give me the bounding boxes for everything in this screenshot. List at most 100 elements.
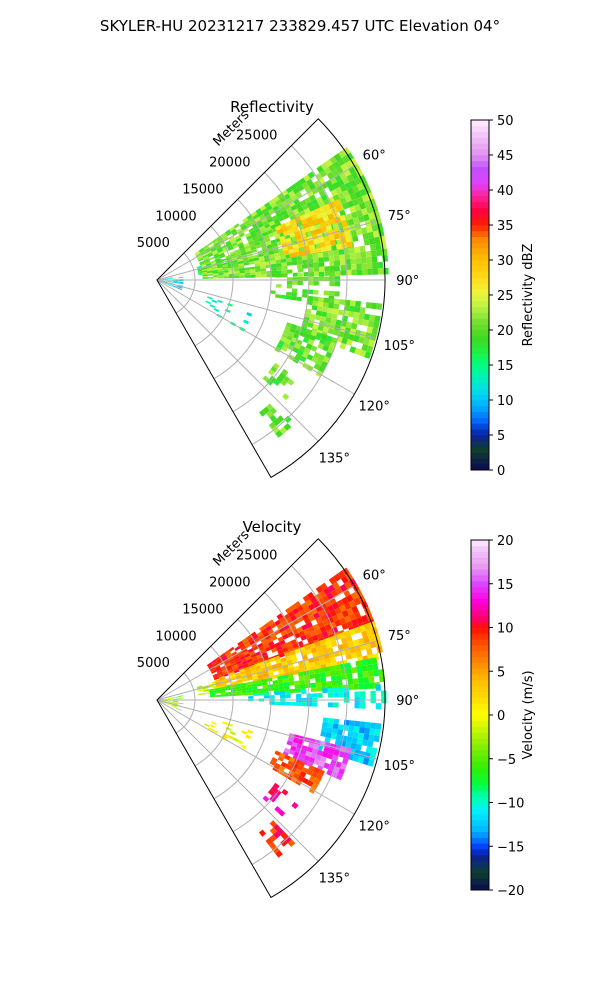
echo-cell <box>319 659 326 666</box>
echo-cell <box>357 318 364 326</box>
echo-cell <box>300 327 308 333</box>
echo-cell <box>218 239 224 244</box>
echo-cell <box>296 764 304 772</box>
echo-cell <box>270 239 277 245</box>
echo-cell <box>225 254 231 259</box>
echo-cell <box>352 185 360 193</box>
echo-cell <box>246 689 253 693</box>
echo-cell <box>329 271 335 277</box>
echo-cell <box>264 695 270 699</box>
echo-cell <box>326 681 332 687</box>
echo-cell <box>283 747 291 754</box>
echo-cell <box>309 313 316 320</box>
colorbar-segment <box>471 767 489 774</box>
echo-cell <box>260 271 267 275</box>
echo-cell <box>252 645 259 651</box>
echo-cell <box>259 205 267 211</box>
echo-cell <box>230 240 237 245</box>
echo-cell <box>354 190 362 199</box>
echo-cell <box>329 265 336 271</box>
echo-cell <box>204 247 211 252</box>
echo-cell <box>289 232 296 238</box>
echo-cell <box>167 698 173 700</box>
echo-cell <box>315 358 323 366</box>
echo-cell <box>329 743 337 750</box>
echo-cell <box>353 726 360 733</box>
echo-cell <box>297 272 303 278</box>
colorbar-segment <box>471 790 489 798</box>
echo-cell <box>280 258 287 263</box>
echo-cell <box>256 679 262 684</box>
echo-cell <box>303 272 309 277</box>
echo-cell <box>361 614 369 623</box>
echo-cell <box>358 312 365 320</box>
azimuth-spoke <box>156 585 355 701</box>
echo-cell <box>260 216 268 223</box>
echo-cell <box>312 253 319 259</box>
echo-cell <box>314 593 322 601</box>
echo-cell <box>276 284 282 288</box>
echo-cell <box>257 222 264 228</box>
echo-cell <box>341 155 350 164</box>
echo-cell <box>324 599 332 608</box>
colorbar-segment <box>471 137 489 144</box>
echo-cell <box>234 657 241 663</box>
echo-cell <box>271 757 278 763</box>
azimuth-tick-label: 120° <box>359 399 390 414</box>
echo-cell <box>267 619 275 626</box>
echo-cell <box>351 198 359 206</box>
echo-cell <box>348 725 355 732</box>
echo-cell <box>247 660 254 666</box>
colorbar-segment <box>471 260 489 267</box>
echo-cell <box>329 156 338 165</box>
colorbar-segment <box>471 324 489 331</box>
echo-cell <box>285 701 291 706</box>
echo-cell <box>281 209 288 216</box>
echo-cell <box>264 646 271 652</box>
echo-cell <box>244 666 250 671</box>
echo-cell <box>236 688 242 692</box>
echo-cell <box>266 403 274 411</box>
echo-cell <box>284 415 292 424</box>
echo-cell <box>254 662 261 668</box>
echo-cell <box>336 729 344 736</box>
echo-cell <box>362 319 369 327</box>
echo-cell <box>172 703 178 705</box>
echo-cell <box>172 703 178 706</box>
colorbar-segment <box>471 779 489 786</box>
echo-cell <box>224 229 231 235</box>
echo-cell <box>310 687 317 692</box>
echo-cell <box>209 692 216 695</box>
echo-cell <box>276 415 285 423</box>
echo-cell <box>209 304 216 308</box>
echo-cell <box>350 264 357 270</box>
echo-cell <box>223 268 229 271</box>
echo-cell <box>299 679 306 685</box>
echo-cell <box>274 691 280 696</box>
echo-cell <box>311 771 318 779</box>
echo-cell <box>290 614 297 622</box>
echo-cell <box>167 698 173 699</box>
echo-cell <box>304 212 311 219</box>
echo-cell <box>171 706 177 709</box>
echo-cell <box>306 621 313 629</box>
echo-cell <box>361 263 368 270</box>
echo-cell <box>278 686 285 691</box>
echo-cell <box>314 628 322 635</box>
colorbar-tick-label: 10 <box>497 394 514 409</box>
echo-cell <box>309 673 316 680</box>
echo-cell <box>287 760 294 767</box>
echo-cell <box>239 247 246 252</box>
echo-cell <box>367 759 375 767</box>
echo-cell <box>306 190 314 198</box>
echo-cell <box>260 637 267 643</box>
echo-cell <box>347 678 354 685</box>
echo-cell <box>363 677 370 684</box>
echo-cell <box>280 239 287 245</box>
echo-cell <box>277 202 284 209</box>
echo-cell <box>318 257 324 263</box>
echo-cell <box>320 194 328 202</box>
colorbar-segment <box>471 796 489 803</box>
echo-cell <box>294 230 301 237</box>
echo-cell <box>317 342 325 350</box>
